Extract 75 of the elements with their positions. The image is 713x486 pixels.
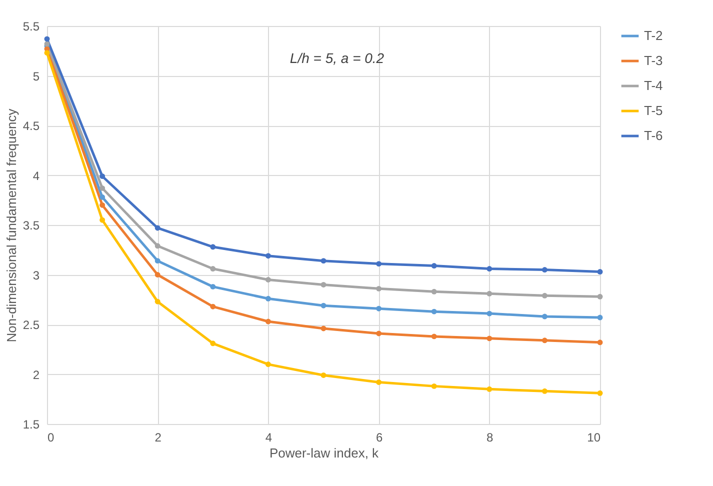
y-tick-label: 1.5 [22, 418, 40, 432]
y-tick-label: 3.5 [22, 218, 40, 232]
point [376, 286, 382, 292]
point [44, 50, 50, 56]
point [376, 306, 382, 312]
point [100, 202, 106, 208]
point [154, 298, 160, 304]
point [376, 330, 382, 336]
legend-label: T-3 [644, 53, 663, 68]
point [320, 258, 326, 264]
point [320, 326, 326, 332]
y-tick-label: 3 [32, 268, 40, 282]
legend-label: T-6 [644, 128, 663, 143]
point [154, 225, 160, 231]
point [210, 340, 216, 346]
x-tick-label: 8 [486, 430, 494, 444]
x-tick-label: 6 [376, 430, 383, 444]
point [542, 314, 548, 320]
point [431, 334, 437, 340]
annotation: L/h = 5, a = 0.2 [290, 50, 384, 66]
point [486, 386, 492, 392]
point [100, 174, 106, 179]
point [431, 308, 437, 314]
point [597, 294, 603, 300]
point [210, 284, 216, 290]
point [154, 243, 160, 249]
y-axis-title: Non-dimensional fundamental frequency [4, 108, 19, 342]
y-tick-label: 5 [32, 69, 40, 84]
x-tick-label: 10 [587, 430, 601, 444]
point [431, 288, 437, 294]
point [431, 383, 437, 389]
point [265, 318, 271, 324]
point [320, 302, 326, 308]
point [210, 304, 216, 310]
point [542, 292, 548, 298]
legend-label: T-2 [644, 28, 663, 43]
y-tick-label: 4.5 [22, 119, 40, 133]
point [154, 258, 160, 264]
point [320, 282, 326, 288]
point [597, 390, 603, 396]
point [100, 194, 106, 200]
point [265, 362, 271, 368]
point [265, 296, 271, 302]
y-tick-label: 2.5 [22, 318, 40, 332]
point [100, 185, 106, 191]
point [486, 336, 492, 342]
y-tick-label: 2 [32, 368, 40, 382]
point [542, 388, 548, 394]
x-tick-label: 0 [48, 430, 54, 444]
point [100, 217, 106, 223]
y-tick-label: 4 [32, 168, 40, 183]
point [486, 290, 492, 296]
point [210, 244, 216, 250]
point [320, 372, 326, 378]
x-axis-title: Power-law index, k [269, 446, 380, 460]
point [376, 379, 382, 385]
point [431, 263, 437, 269]
legend-label: T-4 [644, 78, 663, 93]
point [486, 266, 492, 272]
point [597, 269, 603, 274]
point [44, 36, 50, 42]
point [376, 261, 382, 267]
point [597, 314, 603, 320]
y-tick-label: 5.5 [22, 20, 40, 34]
point [542, 267, 548, 273]
point [265, 253, 271, 259]
legend-label: T-5 [644, 103, 663, 118]
point [597, 340, 603, 346]
point [542, 338, 548, 344]
x-tick-label: 2 [154, 430, 162, 444]
point [265, 276, 271, 282]
point [210, 266, 216, 272]
x-tick-label: 4 [265, 430, 272, 444]
point [154, 272, 160, 278]
point [486, 310, 492, 316]
